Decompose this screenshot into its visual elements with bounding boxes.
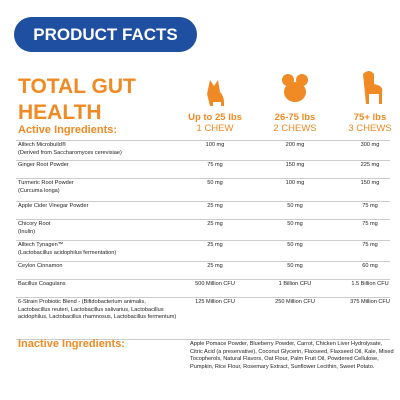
ingredient-name: Bacillus Coagulans xyxy=(18,281,66,287)
amount: 100 mg xyxy=(285,180,305,186)
column-dose: 3 CHEWS xyxy=(348,123,392,134)
amount: 25 mg xyxy=(207,242,223,248)
column-weight: 26-75 lbs xyxy=(274,112,316,123)
ingredient-name: Turmeric Root Powder xyxy=(18,180,74,186)
amount: 25 mg xyxy=(207,203,223,209)
amount: 50 mg xyxy=(287,203,303,209)
ingredient-name: (Curcuma longa) xyxy=(18,187,60,194)
title: TOTAL GUT HEALTH xyxy=(18,75,136,124)
column-weight: 75+ lbs xyxy=(353,112,387,123)
amount: 250 Million CFU xyxy=(275,299,315,305)
amount: 50 mg xyxy=(287,242,303,248)
amount: 375 Million CFU xyxy=(350,299,390,305)
row-divider xyxy=(16,201,390,202)
ingredient-name: (Lactobacillus acidophilus fermentation) xyxy=(18,249,117,256)
amount: 60 mg xyxy=(362,263,378,269)
amount: 150 mg xyxy=(360,180,380,186)
column-dose: 2 CHEWS xyxy=(273,123,317,134)
row-divider xyxy=(16,279,390,280)
ingredient-name: (Inulin) xyxy=(18,228,36,235)
ingredient-name: Chicory Root xyxy=(18,221,51,227)
amount: 50 mg xyxy=(207,180,223,186)
column-dose: 1 CHEW xyxy=(196,123,234,134)
amount: 1.5 Billion CFU xyxy=(351,281,389,287)
ingredient-name: 6-Strain Probiotic Blend - (Bifidobacter… xyxy=(18,299,146,305)
ingredient-name: Ginger Root Powder xyxy=(18,162,69,168)
amount: 50 mg xyxy=(287,263,303,269)
amount: 500 Million CFU xyxy=(195,281,235,287)
row-divider xyxy=(16,160,390,161)
amount: 75 mg xyxy=(207,162,223,168)
amount: 75 mg xyxy=(362,242,378,248)
row-divider xyxy=(16,140,390,141)
active-label: Active Ingredients: xyxy=(18,124,118,136)
amount: 300 mg xyxy=(360,142,380,148)
row-divider xyxy=(16,219,390,220)
ingredient-name: Apple Cider Vinegar Powder xyxy=(18,203,89,209)
badge: PRODUCT FACTS xyxy=(14,17,197,52)
ingredient-name: Lactobacillus reuteri, Lactobacillus sal… xyxy=(18,306,164,313)
amount: 1 Billion CFU xyxy=(278,281,312,287)
row-divider xyxy=(16,261,390,262)
ingredient-name: Alltech Microbuild® xyxy=(18,142,66,148)
ingredient-name: acidophilus, Lactobacillus rhamnosus, La… xyxy=(18,314,177,320)
ingredient-name: (Derived from Saccharomyces cerevisiae) xyxy=(18,149,122,156)
amount: 50 mg xyxy=(287,221,303,227)
amount: 75 mg xyxy=(362,203,378,209)
divider xyxy=(16,339,390,340)
amount: 100 mg xyxy=(205,142,225,148)
row-divider xyxy=(16,240,390,241)
inactive-label: Inactive Ingredients: xyxy=(18,338,125,350)
amount: 225 mg xyxy=(360,162,380,168)
row-divider xyxy=(16,178,390,179)
ingredient-name: Alltech Tynagen™ xyxy=(18,242,64,248)
column-weight: Up to 25 lbs xyxy=(188,112,242,123)
amount: 150 mg xyxy=(285,162,305,168)
amount: 200 mg xyxy=(285,142,305,148)
row-divider xyxy=(16,297,390,298)
ingredient-name: Ceylon Cinnamon xyxy=(18,263,63,269)
amount: 25 mg xyxy=(207,221,223,227)
amount: 25 mg xyxy=(207,263,223,269)
amount: 75 mg xyxy=(362,221,378,227)
amount: 125 Million CFU xyxy=(195,299,235,305)
inactive-text: Apple Pomace Powder, Blueberry Powder, C… xyxy=(190,341,394,370)
